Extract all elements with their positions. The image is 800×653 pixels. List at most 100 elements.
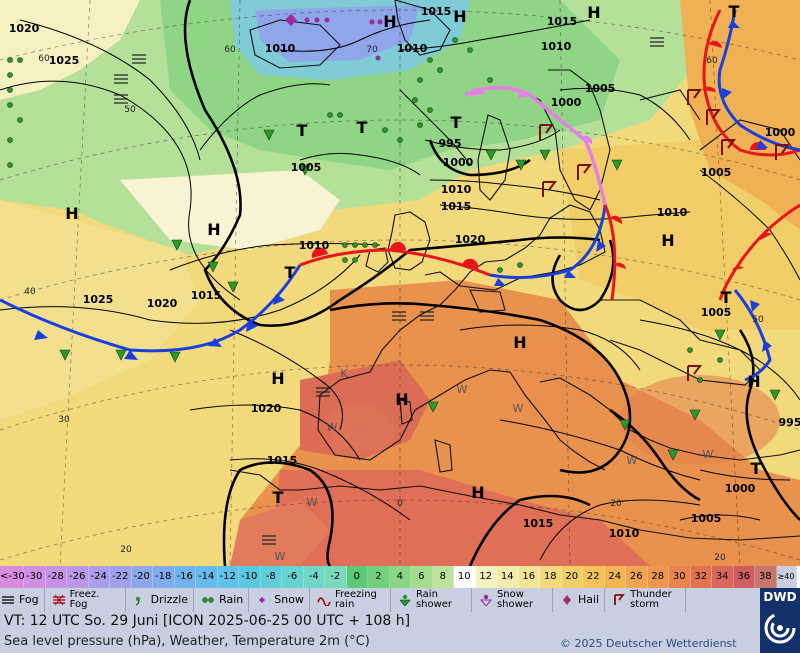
thunderstorm-symbols bbox=[539, 89, 790, 381]
pressure-center: T bbox=[751, 459, 762, 478]
scale-cell: 28 bbox=[647, 566, 669, 588]
cold-front-west bbox=[0, 264, 302, 360]
scale-cell: -30 bbox=[24, 566, 46, 588]
pressure-center: T bbox=[285, 263, 296, 282]
legend-item: Fog bbox=[0, 588, 45, 612]
isobar-label: 1000 bbox=[765, 126, 796, 139]
pressure-center: T bbox=[721, 288, 732, 307]
isobar-label: 1010 bbox=[265, 42, 296, 55]
cold-front-central bbox=[489, 204, 607, 286]
legend-label: Rain shower bbox=[415, 589, 453, 610]
scale-cell: -12 bbox=[217, 566, 239, 588]
isobar-label: 995 bbox=[439, 137, 462, 150]
pressure-center-labels: H H T T T H H T H H H H H T T H T H T bbox=[65, 2, 761, 507]
scale-cell: 4 bbox=[389, 566, 411, 588]
valid-time: VT: 12 UTC So. 29 Juni [ICON 2025-06-25 … bbox=[4, 613, 411, 629]
latitude-label: 40 bbox=[24, 287, 36, 297]
isobar-label: 1000 bbox=[443, 156, 474, 169]
legend-item: Snow shower bbox=[478, 588, 553, 612]
freezing-fog-icon bbox=[51, 593, 67, 607]
scale-cell: 32 bbox=[690, 566, 712, 588]
chart-subtitle: Sea level pressure (hPa), Weather, Tempe… bbox=[4, 634, 370, 649]
fog-icon bbox=[0, 593, 16, 607]
pressure-center: H bbox=[453, 7, 466, 26]
scale-cell: 20 bbox=[561, 566, 583, 588]
snow-symbols bbox=[285, 14, 383, 61]
info-panel: VT: 12 UTC So. 29 Juni [ICON 2025-06-25 … bbox=[0, 612, 760, 653]
isobar-label: 1015 bbox=[547, 15, 578, 28]
weather-legend: Fog Freez. Fog Drizzle Rain Snow Freezing rai… bbox=[0, 588, 760, 612]
isobar-label: 1015 bbox=[421, 5, 452, 18]
scale-cell: 30 bbox=[669, 566, 691, 588]
scale-cell: 16 bbox=[518, 566, 540, 588]
weather-letter: W bbox=[627, 454, 638, 467]
isobar-label: 1015 bbox=[191, 289, 222, 302]
isobar-label: 1005 bbox=[701, 166, 732, 179]
legend-item: Snow bbox=[255, 588, 310, 612]
logo-text: DWD bbox=[763, 590, 797, 604]
scale-cell: 24 bbox=[604, 566, 626, 588]
scale-cell: -10 bbox=[239, 566, 261, 588]
isobar-label: 1010 bbox=[299, 239, 330, 252]
latitude-label: 70 bbox=[366, 45, 378, 55]
pressure-center: T bbox=[729, 2, 740, 21]
scale-cell: -2 bbox=[325, 566, 347, 588]
scale-cell: 18 bbox=[540, 566, 562, 588]
map-canvas: 1020 1025 1010 1010 1015 1015 1010 1005 1000 1000… bbox=[0, 0, 800, 566]
rain-shower-icon bbox=[397, 593, 413, 607]
latitude-labels: 60 50 40 30 20 60 70 60 50 20 0 20 bbox=[24, 45, 764, 563]
isobars-bold bbox=[183, 0, 800, 566]
pressure-center: H bbox=[65, 204, 78, 223]
pressure-center: T bbox=[451, 113, 462, 132]
pressure-center: H bbox=[271, 369, 284, 388]
latitude-label: 20 bbox=[120, 545, 132, 555]
scale-cell: -26 bbox=[67, 566, 89, 588]
isobar-label: 1005 bbox=[691, 512, 722, 525]
scale-cell: -24 bbox=[88, 566, 110, 588]
fog-symbols bbox=[114, 37, 664, 545]
isobar-label: 1010 bbox=[657, 206, 688, 219]
weather-letter: W bbox=[327, 421, 338, 434]
latitude-label: 20 bbox=[610, 499, 622, 509]
weather-letter: W bbox=[703, 448, 714, 461]
snow-icon bbox=[255, 593, 271, 607]
weather-letter: W bbox=[307, 496, 318, 509]
snow-shower-icon bbox=[478, 593, 494, 607]
rain-icon bbox=[200, 593, 216, 607]
legend-label: Drizzle bbox=[150, 593, 189, 606]
isobar-label: 1025 bbox=[49, 54, 80, 67]
isobar-label: 1000 bbox=[725, 482, 756, 495]
pressure-center: H bbox=[661, 231, 674, 250]
rain-symbols bbox=[7, 37, 723, 383]
dwd-logo: DWD bbox=[760, 588, 800, 653]
pressure-center: H bbox=[471, 483, 484, 502]
scale-cell: -18 bbox=[153, 566, 175, 588]
scale-cell: 22 bbox=[583, 566, 605, 588]
scale-cell: -8 bbox=[260, 566, 282, 588]
isobar-label: 1005 bbox=[291, 161, 322, 174]
latitude-label: 0 bbox=[397, 499, 403, 509]
latitude-label: 50 bbox=[124, 105, 136, 115]
legend-label: Rain bbox=[219, 593, 244, 606]
weather-letter: W bbox=[513, 402, 524, 415]
scale-cell: 34 bbox=[712, 566, 734, 588]
occlusion bbox=[464, 85, 607, 206]
weather-letter: W bbox=[275, 550, 286, 563]
isobar-label: 1020 bbox=[147, 297, 178, 310]
cold-front-east bbox=[717, 9, 800, 382]
copyright: © 2025 Deutscher Wetterdienst bbox=[560, 637, 737, 650]
isobar-label: 1015 bbox=[267, 454, 298, 467]
dwd-swirl-icon bbox=[764, 612, 796, 644]
legend-item: Rain shower bbox=[397, 588, 472, 612]
isobar-label: 995 bbox=[779, 416, 800, 429]
scale-cell: -20 bbox=[131, 566, 153, 588]
scale-cell: 2 bbox=[368, 566, 390, 588]
scale-cell: 26 bbox=[626, 566, 648, 588]
scale-cell: ≥40 °C bbox=[776, 566, 797, 603]
isobar-label: 1010 bbox=[441, 183, 472, 196]
scale-cell: -28 bbox=[45, 566, 67, 588]
scale-cell: 10 bbox=[454, 566, 476, 588]
legend-item: Rain bbox=[200, 588, 250, 612]
isobar-label: 1020 bbox=[9, 22, 40, 35]
